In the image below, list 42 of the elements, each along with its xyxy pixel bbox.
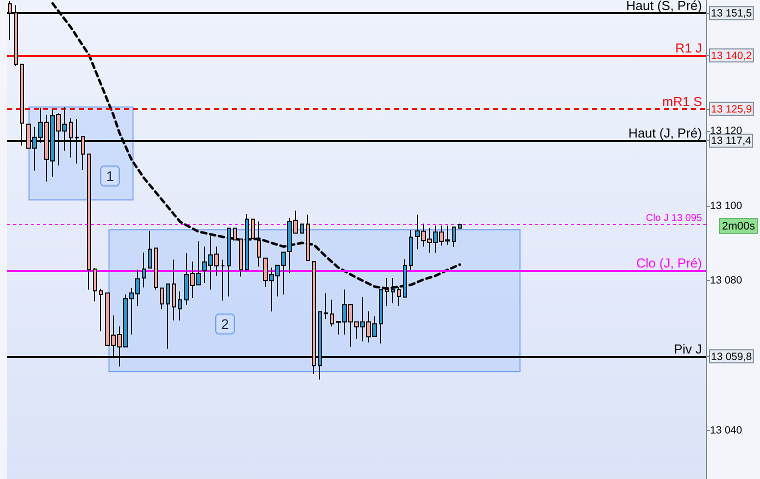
y-tick-label: 13 125,9	[711, 103, 752, 116]
candlestick	[154, 248, 158, 290]
candlestick	[233, 228, 237, 240]
candlestick	[257, 221, 261, 267]
y-tick-label: 13 117,4	[711, 135, 752, 148]
candlestick	[142, 252, 146, 288]
candlestick	[458, 223, 462, 229]
y-tick-label: 13 120	[710, 124, 742, 137]
candlestick	[178, 291, 182, 321]
y-tick-label: 13 140,2	[711, 50, 752, 62]
candlestick	[452, 226, 456, 248]
candlestick	[166, 284, 170, 350]
candlestick	[409, 230, 413, 270]
y-tick-label: 13 080	[710, 274, 742, 287]
candlestick	[93, 267, 97, 302]
y-tick-label: 13 100	[710, 200, 742, 212]
candlestick	[148, 230, 152, 268]
candlestick	[251, 218, 255, 239]
candlestick	[245, 214, 249, 270]
candlestick	[324, 292, 328, 320]
band-label: 2	[221, 316, 230, 332]
ref-line-label: Clo J 13 095	[646, 213, 702, 224]
y-tick-label: 13 151,5	[711, 8, 752, 20]
ref-line-label: Haut (S, Pré)	[626, 0, 702, 14]
text: 2m00s	[722, 220, 756, 232]
ref-line-label: Piv J	[674, 341, 702, 356]
y-tick-label: 13 059,8	[711, 350, 752, 363]
ref-line-label: mR1 S	[662, 94, 702, 109]
candlestick	[306, 214, 310, 261]
candlestick	[160, 288, 164, 310]
candlestick	[300, 224, 304, 234]
candlestick	[330, 299, 334, 327]
candlestick	[99, 288, 103, 332]
y-tick-label: 13 040	[710, 424, 742, 436]
candlestick	[172, 259, 176, 321]
ref-line-label: Haut (J, Pré)	[628, 126, 702, 141]
candlestick	[221, 259, 225, 301]
ref-line-label: R1 J	[675, 40, 702, 56]
band-label: 1	[106, 168, 114, 184]
ref-line-label: Clo (J, Pré)	[636, 256, 702, 271]
candlestick	[239, 238, 243, 278]
candlestick	[87, 154, 91, 290]
